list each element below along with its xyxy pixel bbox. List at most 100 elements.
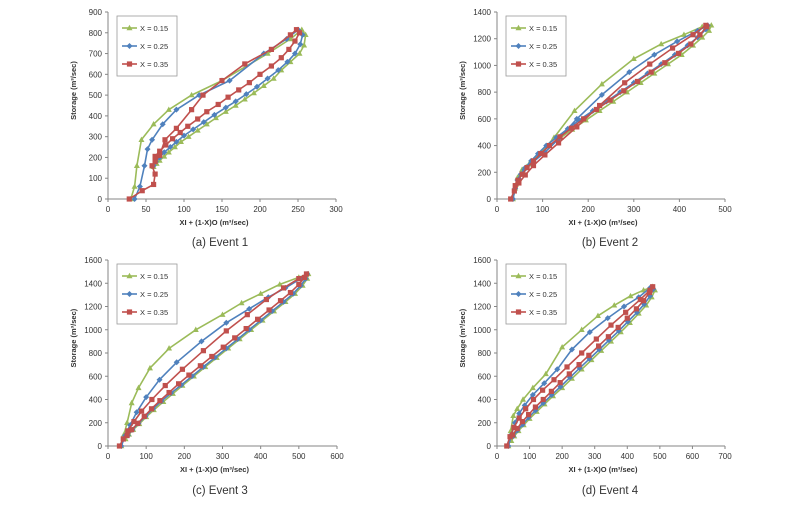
data-point <box>542 370 549 377</box>
data-point <box>190 126 197 133</box>
data-point <box>166 345 173 351</box>
legend-marker <box>515 309 522 315</box>
x-tick-label: 300 <box>329 205 343 214</box>
data-point <box>621 88 627 94</box>
data-point <box>626 69 633 76</box>
x-tick-label: 600 <box>330 452 344 461</box>
x-tick-label: 200 <box>178 452 192 461</box>
data-point <box>159 121 166 128</box>
y-tick-label: 1200 <box>84 303 102 312</box>
data-point <box>141 413 147 419</box>
data-point <box>157 152 163 158</box>
data-point <box>173 106 180 113</box>
data-point <box>198 338 205 345</box>
data-point <box>197 363 203 369</box>
legend-label: X = 0.25 <box>140 290 168 299</box>
x-axis-title: XI + (1-X)O (m³/sec) <box>180 218 249 227</box>
data-point <box>141 162 148 169</box>
x-tick-label: 100 <box>536 205 550 214</box>
data-point <box>151 181 157 188</box>
data-point <box>650 284 656 290</box>
data-point <box>277 298 284 304</box>
data-point <box>257 290 264 296</box>
data-point <box>204 109 210 115</box>
chart-event-2: 0 200 400 600 800 1000 1200 1400 0 100 200 300 400 50… <box>458 8 732 249</box>
x-tick-label: 0 <box>106 452 111 461</box>
x-tick-label: 300 <box>627 205 641 214</box>
data-point <box>510 432 516 438</box>
data-point <box>651 51 658 58</box>
data-point <box>150 121 157 127</box>
chart-caption: (a) Event 1 <box>192 237 248 249</box>
data-point <box>243 91 250 98</box>
data-point <box>662 60 668 66</box>
x-tick-label: 50 <box>142 205 151 214</box>
y-tick-label: 1000 <box>473 326 491 335</box>
y-axis-title: Storage (m³/sec) <box>69 61 78 120</box>
legend-label: X = 0.15 <box>529 272 557 281</box>
data-point <box>523 406 529 412</box>
legend-marker <box>515 24 522 31</box>
data-point <box>598 80 605 87</box>
legend-marker <box>126 291 133 297</box>
data-point <box>596 343 602 349</box>
legend-marker <box>126 24 133 31</box>
x-tick-label: 300 <box>216 452 230 461</box>
x-tick-label: 500 <box>292 452 306 461</box>
data-point <box>157 148 163 154</box>
x-tick-label: 150 <box>215 205 229 214</box>
y-tick-label: 600 <box>89 372 103 381</box>
x-tick-label: 400 <box>254 452 268 461</box>
data-point <box>511 188 517 194</box>
data-point <box>546 142 553 149</box>
data-point <box>564 364 570 370</box>
series-line <box>506 285 654 447</box>
data-point <box>200 119 207 126</box>
data-point <box>209 353 215 360</box>
chart-caption: (c) Event 3 <box>192 485 248 497</box>
y-tick-label: 1400 <box>84 279 102 288</box>
data-point <box>551 377 557 383</box>
data-point <box>128 399 135 406</box>
data-point <box>576 362 582 368</box>
data-point <box>540 387 546 393</box>
legend-label: X = 0.25 <box>529 42 557 51</box>
x-tick-label: 400 <box>621 452 635 461</box>
legend-marker <box>126 43 133 49</box>
data-point <box>179 366 186 372</box>
data-point <box>268 63 274 69</box>
y-tick-label: 0 <box>98 442 103 451</box>
data-point <box>125 428 131 434</box>
data-point <box>296 276 302 282</box>
x-axis-title: XI + (1-X)O (m³/sec) <box>180 465 249 474</box>
x-tick-label: 500 <box>653 452 667 461</box>
data-point <box>264 75 271 82</box>
data-point <box>188 91 195 98</box>
data-point <box>511 424 517 430</box>
y-tick-label: 1600 <box>473 256 491 265</box>
data-point <box>260 82 267 88</box>
legend-label: X = 0.35 <box>140 308 168 317</box>
data-point <box>135 384 142 391</box>
y-tick-label: 800 <box>478 88 492 97</box>
y-tick-label: 800 <box>478 349 492 358</box>
y-tick-label: 1200 <box>473 303 491 312</box>
legend-marker <box>515 291 522 297</box>
data-point <box>633 306 640 312</box>
data-point <box>253 83 260 90</box>
data-point <box>185 133 192 139</box>
legend-marker <box>126 272 133 279</box>
x-tick-label: 300 <box>588 452 602 461</box>
data-point <box>255 316 261 322</box>
x-tick-label: 200 <box>582 205 596 214</box>
data-point <box>177 138 184 145</box>
data-point <box>152 159 158 165</box>
data-point <box>525 412 532 418</box>
y-tick-label: 200 <box>89 153 103 162</box>
data-point <box>529 391 536 398</box>
data-point <box>236 87 242 93</box>
data-point <box>581 116 587 122</box>
data-point <box>212 114 219 121</box>
legend-label: X = 0.35 <box>529 60 557 69</box>
